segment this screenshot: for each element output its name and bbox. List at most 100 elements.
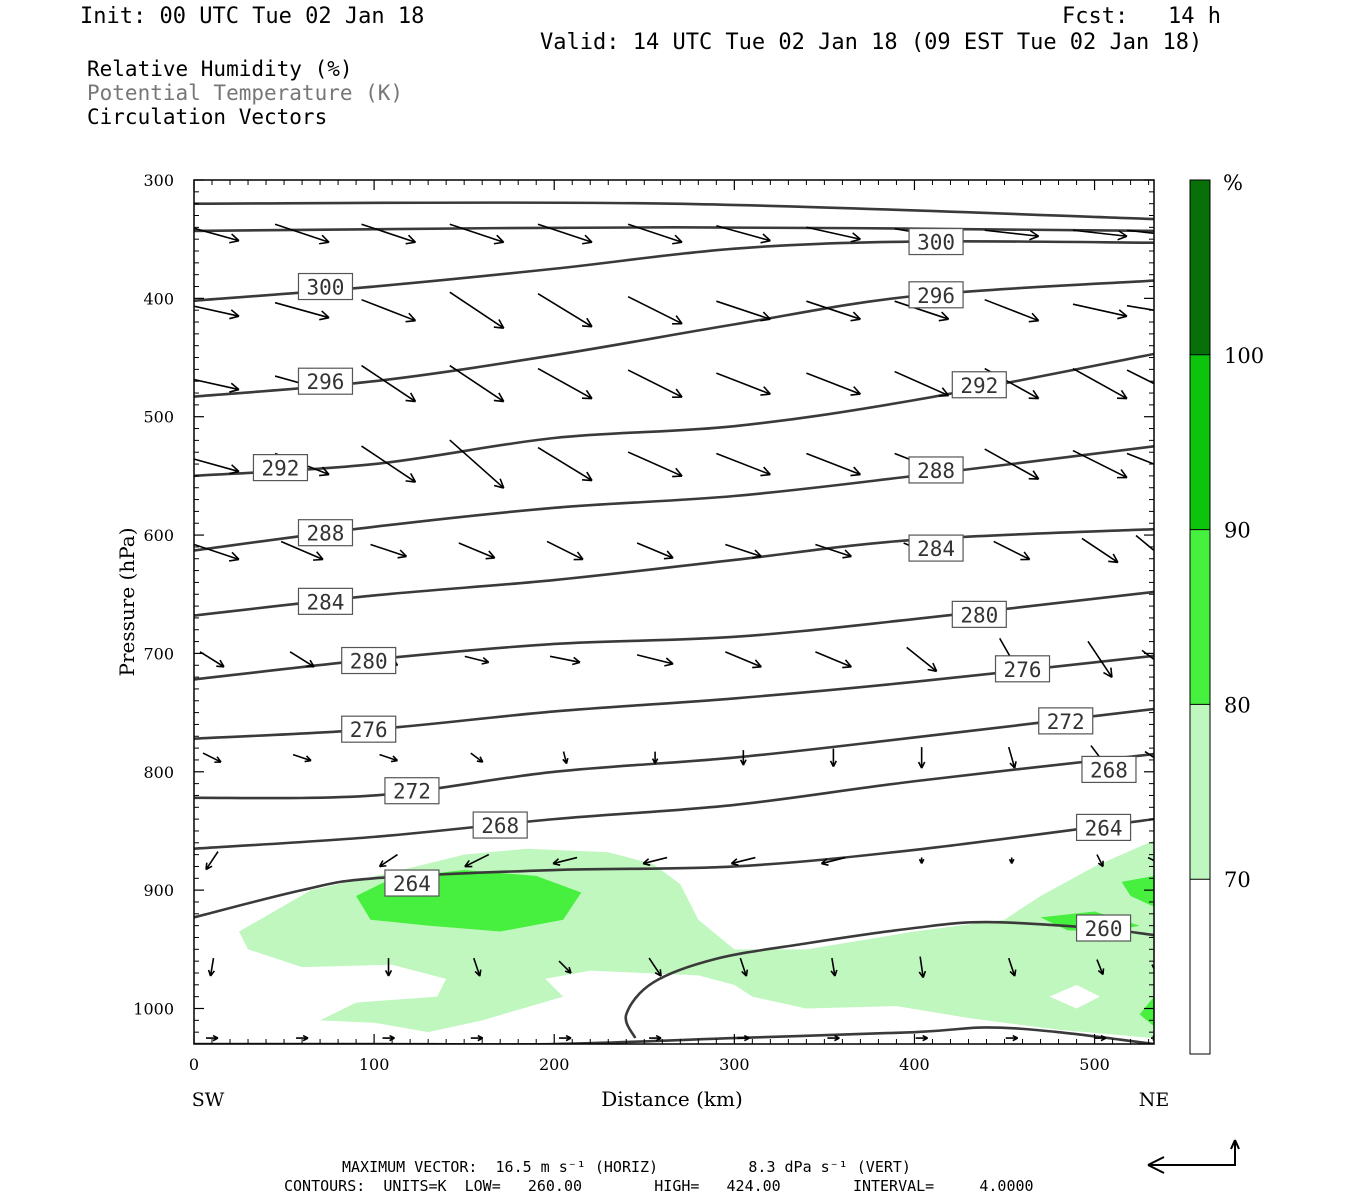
- circulation-vector: [815, 543, 852, 559]
- ne-label: NE: [1139, 1089, 1170, 1111]
- theta-contour: [194, 752, 1154, 851]
- theta-contour: [194, 239, 1154, 303]
- circulation-vector: [737, 1034, 750, 1042]
- circulation-vector: [464, 853, 490, 868]
- contour-label: 292: [960, 374, 998, 398]
- circulation-vector: [199, 651, 225, 668]
- y-tick-label: 500: [143, 408, 174, 427]
- circulation-vector: [894, 300, 950, 322]
- circulation-vector: [552, 856, 578, 866]
- circulation-vector: [464, 655, 490, 665]
- circulation-vector: [918, 857, 925, 864]
- theta-contour: [624, 920, 1154, 1039]
- contour-label: 272: [1047, 710, 1085, 734]
- circulation-vector: [194, 305, 240, 320]
- contour-label-box: [1075, 914, 1132, 942]
- colorbar-level-label: 70: [1224, 868, 1251, 892]
- circulation-vector: [470, 1034, 484, 1042]
- contour-label-box: [341, 646, 397, 675]
- circulation-vector: [1144, 750, 1154, 759]
- contour-label-box: [297, 272, 354, 301]
- circulation-vector: [1087, 640, 1113, 679]
- circulation-vector: [984, 448, 1040, 480]
- circulation-vector: [537, 446, 593, 482]
- circulation-vector: [289, 651, 315, 668]
- contour-label: 284: [917, 537, 955, 561]
- colorbar-level-label: 90: [1224, 519, 1251, 543]
- theta-contour: [194, 707, 1154, 800]
- circulation-vector: [280, 540, 324, 561]
- contour-label: 300: [307, 276, 345, 300]
- x-tick-label: 500: [1079, 1055, 1110, 1074]
- circulation-vector: [649, 1034, 662, 1042]
- circulation-vector: [906, 646, 938, 673]
- theta-contour: [194, 527, 1154, 617]
- contour-label: 272: [393, 780, 431, 804]
- contour-label: 268: [1090, 758, 1128, 782]
- rh-region: [1139, 996, 1154, 1027]
- circulation-vector: [449, 364, 505, 403]
- sw-label: SW: [192, 1089, 225, 1111]
- circulation-vector: [1126, 229, 1154, 235]
- contour-label: 276: [1004, 658, 1042, 682]
- circulation-vector: [537, 293, 593, 328]
- theta-contour: [194, 279, 1154, 398]
- circulation-vector: [207, 957, 215, 977]
- circulation-vector: [725, 543, 762, 559]
- contour-label-box: [341, 715, 397, 743]
- circulation-vector: [292, 753, 312, 763]
- circulation-vector: [1135, 534, 1154, 552]
- reference-vector-arrow: [1147, 1139, 1240, 1174]
- circulation-vector: [739, 957, 749, 977]
- forecast-label: Fcst:: [1062, 4, 1129, 29]
- contour-label-box: [908, 534, 964, 562]
- circulation-vector: [205, 851, 219, 871]
- contour-label: 268: [481, 814, 519, 838]
- circulation-vector: [829, 748, 838, 767]
- circulation-vector: [1126, 304, 1154, 312]
- circulation-vector: [627, 295, 683, 325]
- circulation-vector: [648, 957, 662, 977]
- contour-label-box: [908, 456, 964, 484]
- circulation-vector: [716, 224, 771, 244]
- y-tick-label: 700: [143, 644, 174, 663]
- circulation-vector: [1072, 367, 1128, 400]
- circulation-vector: [806, 226, 861, 243]
- circulation-vector: [370, 543, 408, 559]
- circulation-vector: [627, 451, 683, 478]
- y-tick-label: 600: [143, 526, 174, 545]
- colorbar-unit: %: [1223, 171, 1243, 195]
- circulation-vector: [1007, 746, 1017, 769]
- circulation-vector: [379, 753, 399, 763]
- contour-label-box: [951, 600, 1007, 628]
- circulation-vector: [537, 367, 593, 400]
- circulation-vector: [993, 540, 1031, 561]
- y-axis-label: Pressure (hPa): [115, 528, 139, 677]
- y-tick-label: 1000: [133, 999, 174, 1018]
- contour-label: 288: [307, 522, 345, 546]
- circulation-vector: [206, 1034, 219, 1042]
- circulation-vector: [378, 853, 398, 868]
- circulation-vector: [449, 439, 505, 489]
- colorbar-segment: [1190, 354, 1210, 530]
- rh-region: [1121, 875, 1154, 907]
- circulation-vector: [815, 651, 853, 669]
- contour-label: 264: [1085, 816, 1123, 840]
- contour-label-box: [297, 519, 354, 547]
- circulation-vector: [458, 542, 496, 560]
- circulation-vector: [820, 856, 846, 866]
- circulation-vector: [1081, 537, 1119, 564]
- circulation-vector: [915, 1034, 929, 1042]
- legend-theta: Potential Temperature (K): [87, 81, 404, 105]
- circulation-vector: [384, 958, 393, 977]
- circulation-vector: [806, 300, 861, 322]
- colorbar-segment: [1190, 879, 1210, 1054]
- circulation-vector: [627, 369, 683, 398]
- circulation-vector: [546, 540, 584, 561]
- contour-label-box: [1081, 755, 1137, 784]
- circulation-vector: [558, 960, 572, 974]
- contour-label: 276: [350, 718, 388, 742]
- circulation-vector: [806, 372, 861, 396]
- circulation-vector: [559, 1034, 572, 1042]
- circulation-vector: [651, 751, 659, 764]
